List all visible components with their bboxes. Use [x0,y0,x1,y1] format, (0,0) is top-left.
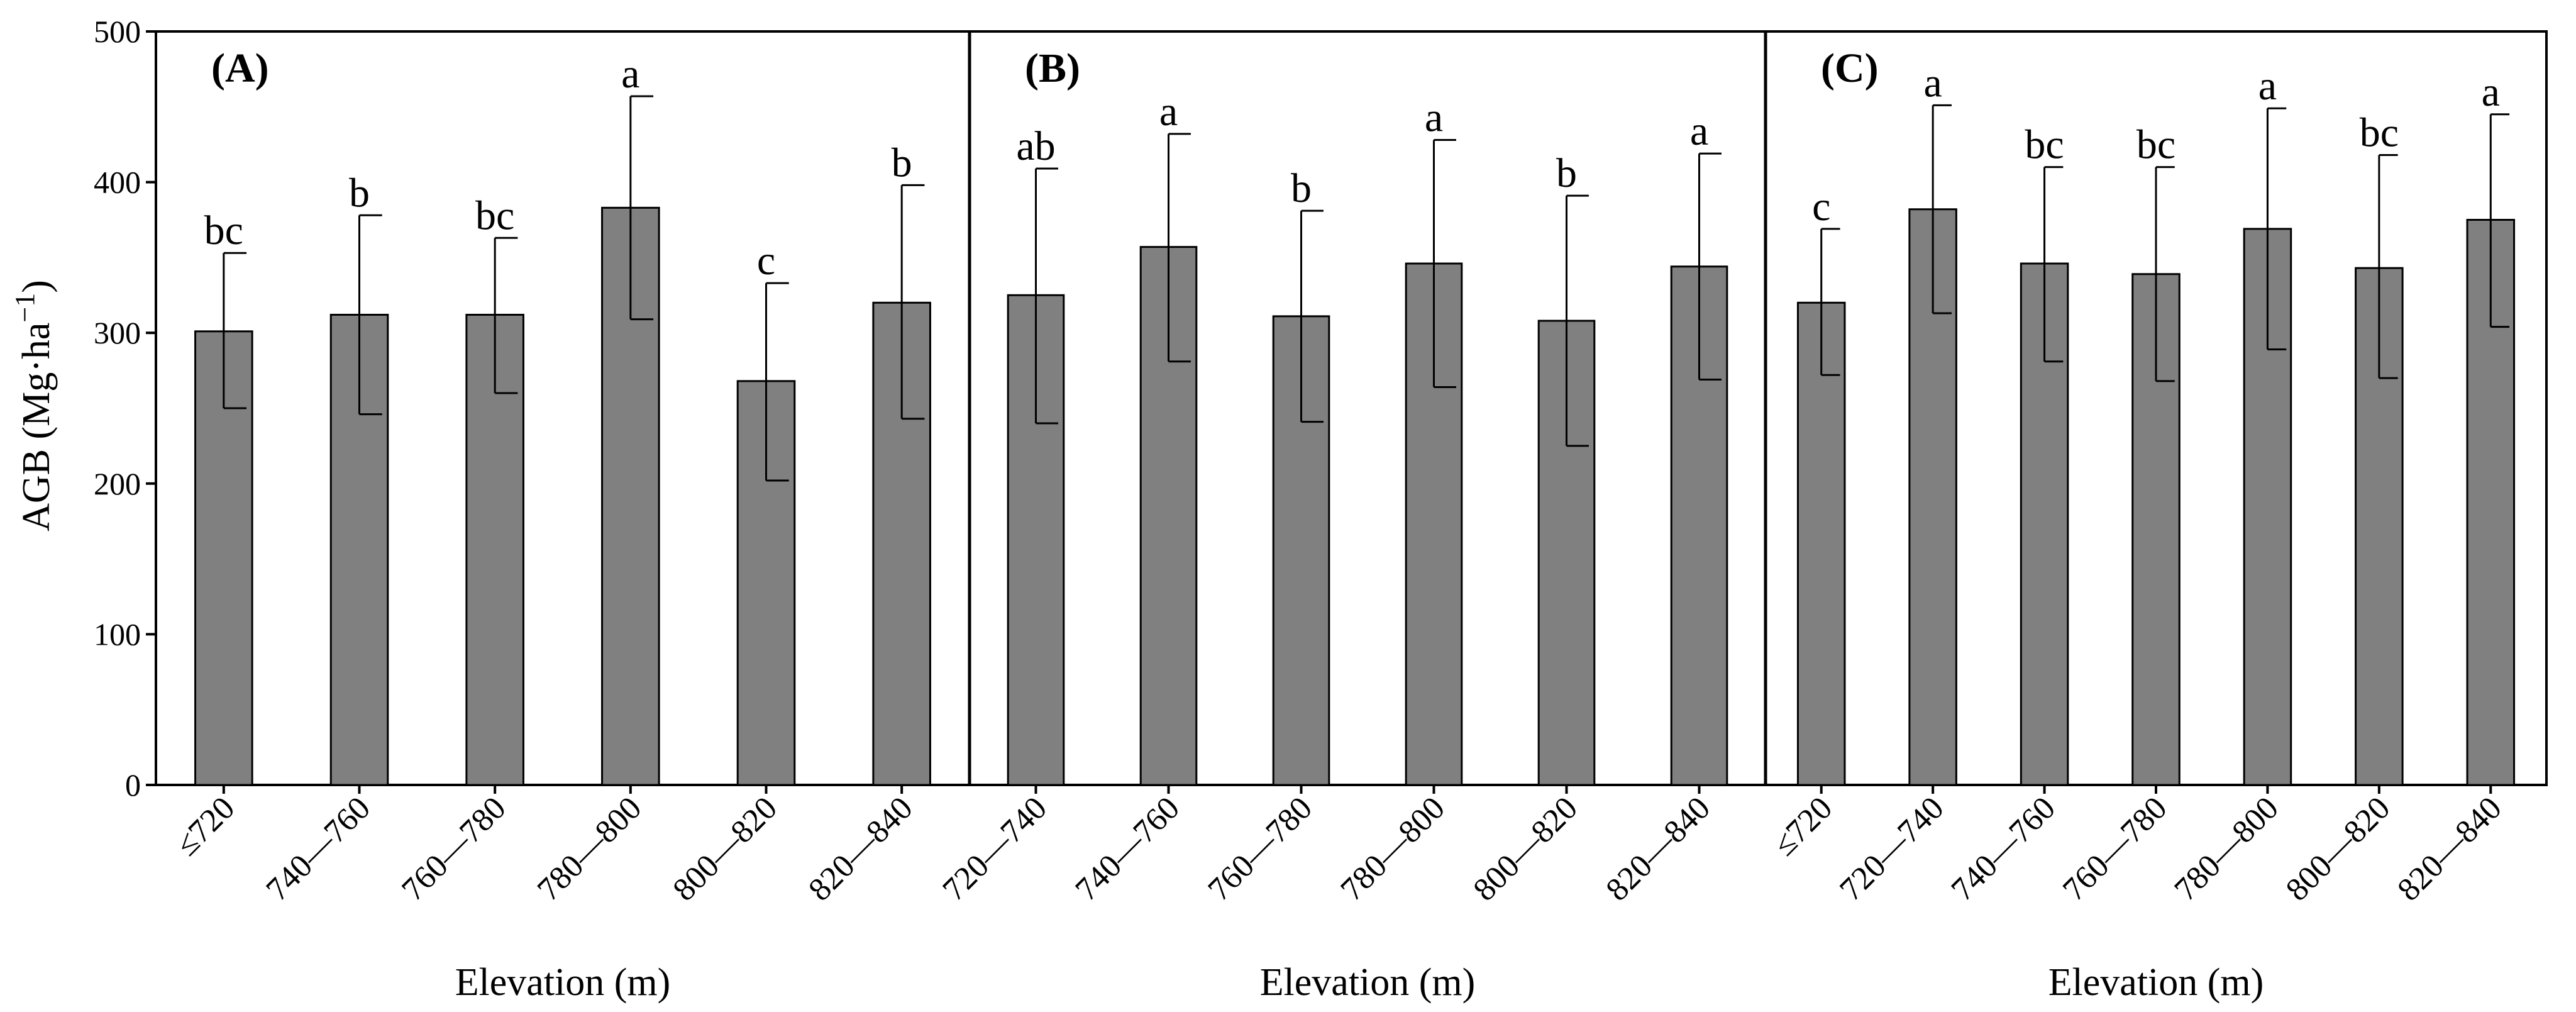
plot-frame [155,30,2548,786]
axes-layer [146,30,2548,794]
category-label: 780—800 [531,790,648,908]
y-tick-label: 500 [94,14,141,49]
y-axis-title-main: AGB (Mg·ha [15,323,58,531]
significance-letter: a [1159,89,1178,135]
significance-letter: b [892,140,912,186]
significance-letter: a [2482,69,2500,115]
y-tick-label: 200 [94,466,141,501]
category-label: 760—780 [1202,790,1319,908]
panel-label: (C) [1821,45,1879,91]
category-label: 720—740 [936,790,1054,908]
significance-letter: ab [1016,123,1055,169]
category-label: 720—740 [1833,790,1950,908]
y-tick-label: 400 [94,165,141,200]
bar [1796,301,1846,786]
significance-letter: a [1690,108,1708,154]
x-axis-title: Elevation (m) [455,961,671,1004]
bars-layer [194,95,2516,786]
significance-letter: b [1556,150,1577,196]
category-label: 800—820 [2279,790,2397,908]
significance-letter: bc [2137,122,2175,168]
category-label: 780—800 [2168,790,2286,908]
category-label: 780—800 [1334,790,1452,908]
category-label: 820—840 [1600,790,1717,908]
significance-letter: bc [204,208,243,253]
panel-label: (A) [211,45,269,91]
y-tick-label: 100 [94,616,141,652]
category-label: ≤720 [1767,790,1840,863]
significance-letter: c [757,238,775,284]
y-axis-title-superscript: −1 [9,293,40,323]
y-tick-label: 0 [125,767,141,803]
category-label: 820—840 [2391,790,2508,908]
category-label: 820—840 [802,790,919,908]
significance-letter: b [349,170,370,216]
significance-letter: a [1923,60,1942,106]
significance-letter: bc [2025,122,2064,168]
x-axis-title: Elevation (m) [2048,961,2264,1004]
significance-letter: a [1425,95,1443,141]
category-label: 760—780 [395,790,512,908]
category-label: 760—780 [2056,790,2174,908]
x-axis-title: Elevation (m) [1260,961,1476,1004]
category-label: 740—760 [260,790,377,908]
significance-letter: a [2258,63,2277,109]
category-label: ≤720 [169,790,242,863]
category-label: 800—820 [666,790,784,908]
significance-letter: b [1291,165,1312,211]
category-label: 800—820 [1467,790,1584,908]
category-label: 740—760 [1069,790,1186,908]
significance-letter: c [1812,184,1830,230]
panel-label: (B) [1025,45,1080,91]
y-tick-label: 300 [94,315,141,350]
category-label: 740—760 [1945,790,2062,908]
y-axis-title: AGB (Mg·ha−1) [9,280,58,531]
significance-letter: a [621,51,639,97]
y-axis-title-close: ) [15,280,58,293]
significance-letter: bc [475,192,514,238]
significance-letter: bc [2360,109,2399,155]
